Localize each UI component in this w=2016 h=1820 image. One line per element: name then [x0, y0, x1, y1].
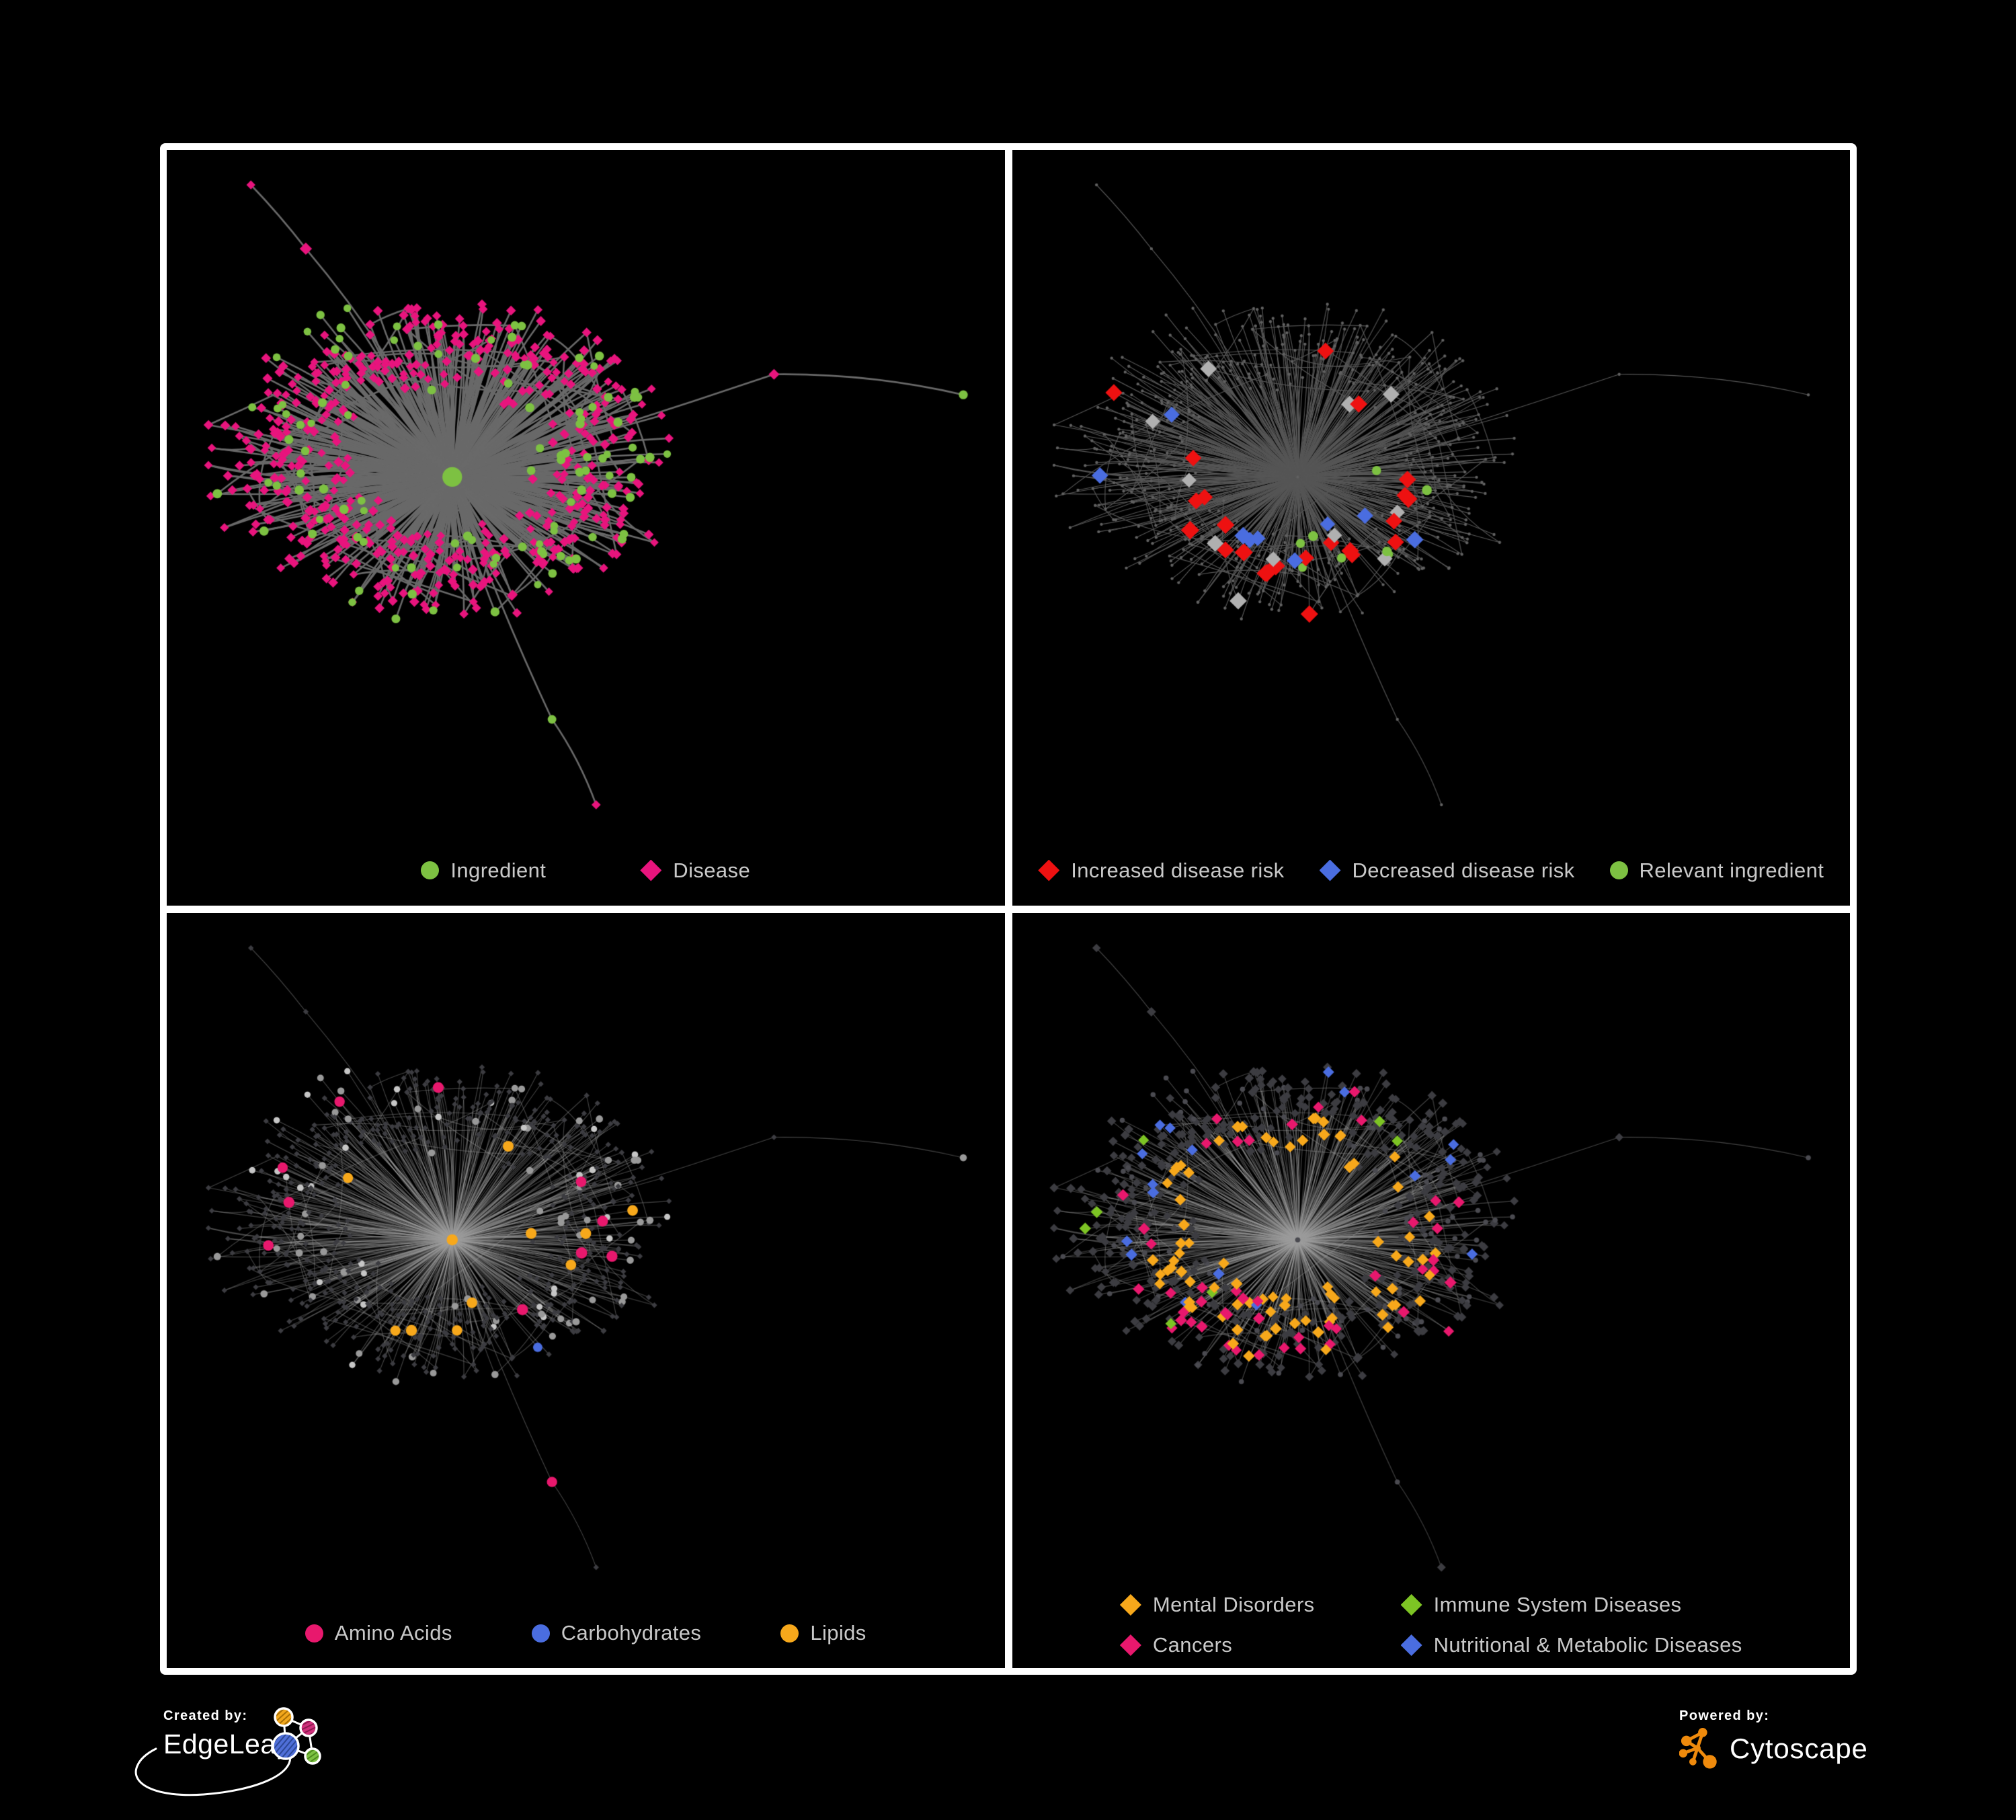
- legend-item: Relevant ingredient: [1609, 858, 1824, 883]
- legend-marker-diamond-icon: [1119, 1634, 1141, 1656]
- cytoscape-branding: Powered by:: [1679, 1708, 1962, 1803]
- panel-ingredient-disease: Ingredient Disease: [167, 150, 1005, 906]
- figure-grid: Ingredient Disease Increased disease risk…: [160, 143, 1857, 1675]
- legend-label: Increased disease risk: [1071, 858, 1285, 882]
- disease-class-network-canvas: [1012, 912, 1850, 1668]
- legend-marker-diamond-icon: [1319, 859, 1341, 881]
- legend-label: Mental Disorders: [1152, 1593, 1315, 1616]
- legend-item: Immune System Diseases: [1400, 1593, 1742, 1617]
- edgeleap-branding: Created by: EdgeLeap: [134, 1707, 567, 1820]
- legend-item: Mental Disorders: [1119, 1593, 1315, 1617]
- legend-marker-diamond-icon: [1038, 859, 1060, 881]
- legend-marker-diamond-icon: [1119, 1594, 1141, 1616]
- legend-marker-circle-icon: [531, 1624, 550, 1643]
- legend-item: Increased disease risk: [1038, 859, 1284, 883]
- cytoscape-wordmark: Cytoscape: [1730, 1733, 1868, 1764]
- legend-marker-circle-icon: [1609, 861, 1628, 879]
- legend-label: Nutritional & Metabolic Diseases: [1433, 1633, 1742, 1657]
- legend-marker-diamond-icon: [640, 859, 662, 881]
- edgeleap-wordmark: EdgeLeap: [163, 1729, 292, 1759]
- legend-item: Lipids: [780, 1621, 866, 1645]
- cytoscape-logo-row: Cytoscape: [1679, 1728, 1962, 1770]
- panel-disease-classes: Mental Disorders Cancers Immune System Dis…: [1012, 912, 1851, 1668]
- legend-item: Decreased disease risk: [1319, 858, 1575, 883]
- legend-marker-diamond-icon: [1400, 1634, 1422, 1656]
- legend-label: Carbohydrates: [561, 1621, 702, 1645]
- cytoscape-logo-icon: [1679, 1728, 1717, 1769]
- legend-marker-diamond-icon: [1400, 1594, 1422, 1616]
- panel-disease-risk: Increased disease risk Decreased disease …: [1012, 150, 1851, 906]
- legend-label: Amino Acids: [334, 1621, 452, 1645]
- legend-disease-classes: Mental Disorders Cancers Immune System Dis…: [1012, 1593, 1851, 1657]
- legend-item: Disease: [640, 859, 750, 883]
- created-by-label: Created by:: [163, 1708, 248, 1723]
- legend-disease-risk: Increased disease risk Decreased disease …: [1012, 859, 1851, 883]
- legend-label: Decreased disease risk: [1352, 858, 1575, 882]
- nutrient-class-network-canvas: [167, 912, 1005, 1668]
- legend-label: Disease: [673, 858, 751, 882]
- legend-label: Immune System Diseases: [1433, 1593, 1682, 1616]
- legend-marker-circle-icon: [421, 861, 440, 879]
- legend-item: Cancers: [1119, 1633, 1315, 1657]
- legend-marker-circle-icon: [780, 1624, 799, 1643]
- legend-label: Ingredient: [450, 858, 547, 882]
- disease-risk-network-canvas: [1012, 150, 1850, 906]
- powered-by-label: Powered by:: [1679, 1708, 1770, 1723]
- legend-item: Nutritional & Metabolic Diseases: [1400, 1633, 1742, 1657]
- legend-label: Lipids: [810, 1621, 866, 1645]
- legend-nutrient-classes: Amino Acids Carbohydrates Lipids: [167, 1621, 1005, 1645]
- legend-item: Amino Acids: [305, 1621, 452, 1645]
- panel-nutrient-classes: Amino Acids Carbohydrates Lipids: [167, 912, 1005, 1668]
- legend-ingredient-disease: Ingredient Disease: [167, 859, 1005, 883]
- ingredient-disease-network-canvas: [167, 150, 1005, 906]
- legend-label: Relevant ingredient: [1639, 858, 1824, 882]
- legend-item: Carbohydrates: [531, 1621, 702, 1645]
- legend-marker-circle-icon: [305, 1624, 323, 1643]
- legend-item: Ingredient: [421, 859, 546, 883]
- legend-label: Cancers: [1152, 1633, 1233, 1657]
